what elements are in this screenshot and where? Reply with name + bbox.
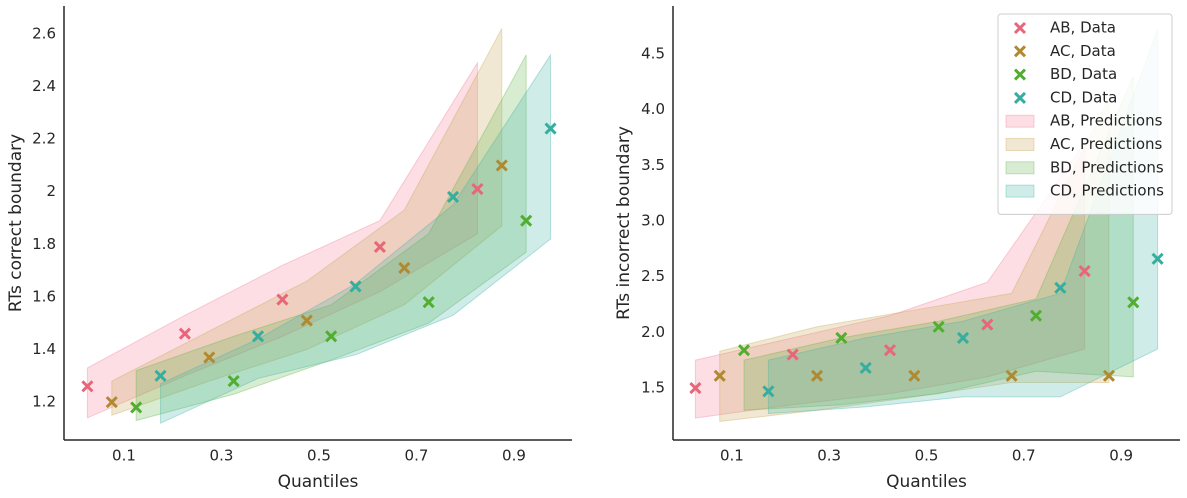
y-tick-label: 1.5: [641, 379, 665, 397]
legend-label: CD, Predictions: [1050, 182, 1164, 200]
x-tick-label: 0.3: [210, 447, 234, 465]
prediction-band: [111, 28, 503, 416]
data-point: [1078, 265, 1091, 278]
x-axis-label: Quantiles: [886, 472, 967, 492]
x-tick-label: 0.9: [1109, 447, 1133, 465]
data-point: [981, 318, 994, 331]
y-tick-label: 2.5: [641, 267, 665, 285]
prediction-band: [767, 29, 1159, 415]
data-point: [422, 296, 435, 309]
data-point: [883, 344, 897, 357]
x-tick-label: 0.9: [502, 447, 526, 465]
data-point: [251, 330, 265, 343]
y-tick-label: 2.6: [32, 24, 56, 42]
y-tick-label: 1.2: [32, 393, 56, 411]
legend-patch: [1005, 184, 1035, 198]
data-point: [105, 396, 118, 409]
data-point: [956, 331, 970, 344]
y-tick-label: 1.6: [32, 287, 56, 305]
data-point: [786, 348, 799, 361]
prediction-band: [135, 54, 527, 422]
legend-marker: [1013, 21, 1027, 35]
prediction-band: [86, 61, 478, 419]
data-point: [276, 293, 289, 306]
prediction-band: [160, 53, 552, 424]
legend-marker: [1013, 91, 1027, 104]
y-tick-label: 1.8: [32, 235, 56, 253]
legend-marker: [1013, 45, 1027, 58]
legend-label: BD, Data: [1050, 65, 1117, 83]
x-tick-label: 0.5: [915, 447, 939, 465]
x-tick-label: 0.5: [307, 447, 331, 465]
data-point: [859, 361, 872, 375]
data-point: [762, 385, 775, 398]
data-point: [178, 327, 191, 340]
y-tick-label: 1.4: [32, 340, 56, 358]
y-tick-label: 2.4: [32, 77, 56, 95]
data-point: [1054, 281, 1067, 294]
x-tick-label: 0.7: [405, 447, 429, 465]
data-point: [81, 380, 94, 393]
data-point: [1005, 369, 1018, 382]
data-point: [835, 331, 848, 344]
legend-patch: [1005, 114, 1035, 128]
data-point: [713, 369, 726, 382]
prediction-band: [694, 141, 1086, 419]
legend-label: AB, Data: [1050, 19, 1116, 37]
legend: AB, Data AC, Data BD, Data CD, Data AB, Pred…: [997, 13, 1173, 215]
y-tick-label: 4.0: [641, 100, 665, 118]
data-point: [227, 375, 240, 388]
x-tick-label: 0.3: [817, 447, 841, 465]
legend-label: AC, Predictions: [1050, 135, 1163, 153]
data-point: [544, 122, 557, 135]
x-tick-label: 0.1: [112, 447, 136, 465]
prediction-band: [719, 98, 1110, 422]
data-point: [737, 344, 751, 357]
prediction-band: [743, 76, 1134, 411]
data-point: [1029, 309, 1043, 322]
data-point: [932, 320, 945, 333]
y-tick-label: 2: [46, 182, 56, 200]
y-tick-label: 4.5: [641, 44, 665, 62]
x-axis-label: Quantiles: [278, 472, 359, 492]
legend-box: [997, 13, 1173, 215]
data-point: [349, 280, 362, 293]
y-tick-label: 2.0: [641, 323, 665, 341]
y-tick-label: 2.2: [32, 130, 56, 148]
legend-label: BD, Predictions: [1050, 158, 1164, 176]
data-point: [495, 159, 508, 172]
legend-patch: [1005, 138, 1035, 151]
y-tick-label: 3.5: [641, 156, 665, 174]
data-point: [373, 240, 386, 253]
legend-label: CD, Data: [1050, 88, 1117, 106]
legend-label: AC, Data: [1050, 42, 1116, 60]
y-axis-label: RTs correct boundary: [6, 134, 26, 312]
data-point: [520, 214, 533, 227]
x-tick-label: 0.7: [1012, 447, 1036, 465]
data-point: [689, 381, 702, 395]
data-point: [810, 369, 824, 382]
y-tick-label: 3.0: [641, 211, 665, 229]
data-point: [325, 330, 338, 343]
data-point: [398, 261, 411, 275]
data-point: [203, 351, 216, 364]
data-point: [471, 183, 484, 196]
legend-label: AB, Predictions: [1050, 112, 1163, 130]
legend-marker: [1013, 68, 1027, 81]
data-point: [130, 401, 143, 414]
data-point: [1102, 369, 1116, 382]
data-point: [1127, 296, 1140, 309]
y-axis-label: RTs incorrect boundary: [614, 126, 634, 320]
data-point: [154, 369, 167, 382]
data-point: [300, 314, 313, 327]
data-point: [908, 369, 921, 382]
legend-patch: [1005, 161, 1035, 175]
data-point: [1151, 252, 1164, 265]
data-point: [446, 190, 460, 204]
x-tick-label: 0.1: [720, 447, 744, 465]
